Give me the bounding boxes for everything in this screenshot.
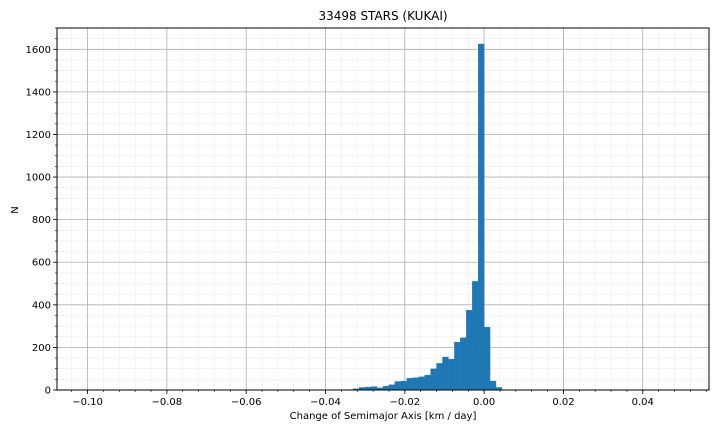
y-tick-label: 1200 [26,130,51,141]
x-tick-label: −0.04 [310,397,341,408]
x-axis-ticks: −0.10 −0.08 −0.06 −0.04 −0.02 0.00 0.02 0.04 [71,390,707,408]
x-tick-label: 0.04 [632,397,654,408]
x-tick-label: 0.02 [552,397,574,408]
histogram-bar [436,363,443,391]
histogram-bar [406,378,413,391]
histogram-bar [418,376,425,391]
chart-title: 33498 STARS (KUKAI) [318,9,447,23]
y-tick-label: 1400 [26,87,51,98]
histogram-bars [347,43,503,391]
histogram-bar [400,380,407,391]
x-tick-label: −0.02 [389,397,420,408]
y-tick-label: 0 [45,386,51,397]
y-tick-label: 600 [32,258,51,269]
y-axis-label: N [10,206,21,213]
histogram-bar [382,386,390,391]
x-tick-label: −0.08 [152,397,183,408]
histogram-bar [489,380,497,391]
x-tick-label: −0.06 [231,397,262,408]
y-tick-label: 400 [32,300,51,311]
histogram-bar [394,381,401,391]
histogram-bar [448,358,455,391]
histogram-bar [412,377,419,391]
histogram-bar [370,386,378,391]
histogram-bar [472,281,479,391]
histogram-bar [466,309,473,391]
x-tick-label: −0.10 [72,397,103,408]
histogram-bar [442,356,449,391]
x-tick-label: 0.00 [473,397,495,408]
histogram-bar [424,374,431,391]
histogram-bar [460,337,467,391]
x-axis-label: Change of Semimajor Axis [km / day] [290,411,477,422]
histogram-bar [388,384,396,391]
histogram-bar [483,327,491,391]
histogram-bar [454,341,461,391]
y-axis-ticks: 0 200 400 600 800 1000 1200 1400 1600 [26,27,57,397]
y-tick-label: 800 [32,215,51,226]
histogram-bar [478,43,485,391]
y-tick-label: 200 [32,343,51,354]
histogram-bar [430,368,437,391]
y-tick-label: 1600 [26,45,51,56]
y-tick-label: 1000 [26,173,51,184]
